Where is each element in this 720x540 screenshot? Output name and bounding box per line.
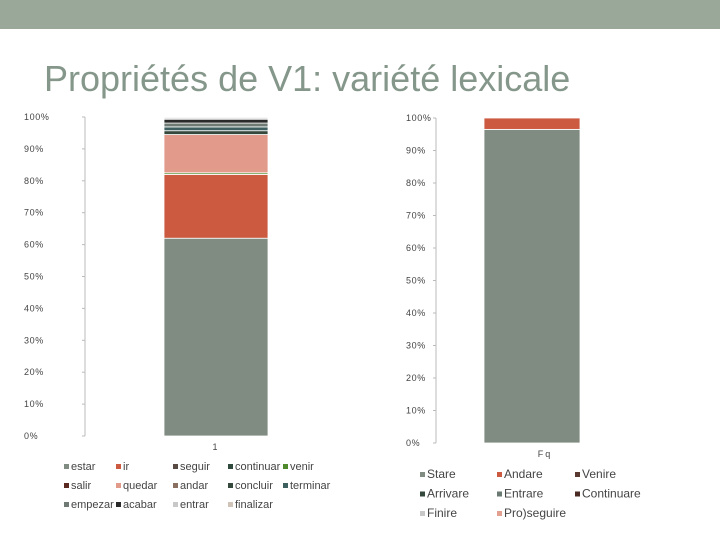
legend-swatch <box>420 511 425 516</box>
bar-segment-empezar <box>163 122 269 128</box>
x-category-label: Fq <box>538 449 553 459</box>
slide-title: Propriétés de V1: variété lexicale <box>44 58 571 99</box>
y-tick-label: 90% <box>406 146 426 156</box>
legend-label: salir <box>71 480 92 492</box>
bar-segment-ir <box>163 174 269 239</box>
legend-swatch <box>575 472 580 477</box>
legend-label: Venire <box>582 467 616 481</box>
legend-label: Continuare <box>582 487 641 501</box>
legend-label: andar <box>180 480 208 492</box>
legend-swatch <box>116 464 121 469</box>
legend-swatch <box>283 464 288 469</box>
y-tick-label: 100% <box>24 112 49 122</box>
bar-segment-finalizar <box>163 116 269 119</box>
legend-swatch <box>497 491 502 497</box>
y-tick-label: 90% <box>24 144 44 154</box>
bar-segment-acabar <box>163 118 269 124</box>
legend-label: Stare <box>427 467 456 481</box>
bar-segment-andare <box>483 117 581 130</box>
y-tick-label: 70% <box>406 211 426 221</box>
legend-swatch <box>173 502 178 507</box>
legend-label: finalizar <box>235 499 273 511</box>
y-tick-label: 10% <box>406 406 426 416</box>
y-tick-label: 80% <box>24 176 44 186</box>
legend-swatch <box>116 502 121 507</box>
legend-swatch <box>420 491 425 497</box>
y-tick-label: 10% <box>24 399 44 409</box>
legend-swatch <box>420 472 425 477</box>
legend-label: terminar <box>290 480 331 492</box>
legend-swatch <box>64 483 69 488</box>
legend-label: empezar <box>71 499 114 511</box>
legend-label: Pro)seguire <box>504 506 566 520</box>
legend-label: Finire <box>427 506 457 520</box>
legend-label: estar <box>71 461 96 473</box>
legend-swatch <box>228 464 233 469</box>
y-tick-label: 40% <box>24 303 44 313</box>
legend-label: concluir <box>235 480 273 492</box>
bar-segment-stare <box>483 128 581 444</box>
y-tick-label: 30% <box>406 341 426 351</box>
y-tick-label: 50% <box>406 276 426 286</box>
legend-label: acabar <box>123 499 157 511</box>
bar-segment-terminar <box>163 126 269 132</box>
y-tick-label: 30% <box>24 335 44 345</box>
legend-label: Entrare <box>504 487 544 501</box>
legend-label: ir <box>123 461 129 473</box>
y-tick-label: 40% <box>406 308 426 318</box>
legend-swatch <box>283 483 288 488</box>
legend-swatch <box>64 502 69 507</box>
legend-label: Andare <box>504 467 543 481</box>
legend-label: seguir <box>180 461 210 473</box>
legend-label: continuar <box>235 461 281 473</box>
y-tick-label: 0% <box>24 431 38 441</box>
legend-label: Arrivare <box>427 487 469 501</box>
y-tick-label: 100% <box>406 113 431 123</box>
legend-label: venir <box>290 461 314 473</box>
bar-segment-quedar <box>163 134 269 174</box>
y-tick-label: 50% <box>24 272 44 282</box>
legend-label: quedar <box>123 480 158 492</box>
legend-swatch <box>173 483 178 488</box>
legend-swatch <box>575 491 580 497</box>
y-tick-label: 60% <box>24 240 44 250</box>
y-tick-label: 60% <box>406 243 426 253</box>
legend-label: entrar <box>180 499 209 511</box>
legend-swatch <box>116 483 121 488</box>
legend-swatch <box>497 472 502 477</box>
legend-swatch <box>228 483 233 488</box>
y-tick-label: 20% <box>406 373 426 383</box>
bar-segment-estar <box>163 237 269 437</box>
bar-segment-concluir <box>163 130 269 135</box>
y-tick-label: 70% <box>24 208 44 218</box>
y-tick-label: 80% <box>406 178 426 188</box>
legend-swatch <box>173 464 178 469</box>
x-category-label: 1 <box>212 442 217 452</box>
legend-swatch <box>497 511 502 516</box>
y-tick-label: 20% <box>24 367 44 377</box>
top-bar <box>0 0 720 29</box>
y-tick-label: 0% <box>406 438 420 448</box>
legend-swatch <box>228 502 233 507</box>
legend-swatch <box>64 464 69 469</box>
